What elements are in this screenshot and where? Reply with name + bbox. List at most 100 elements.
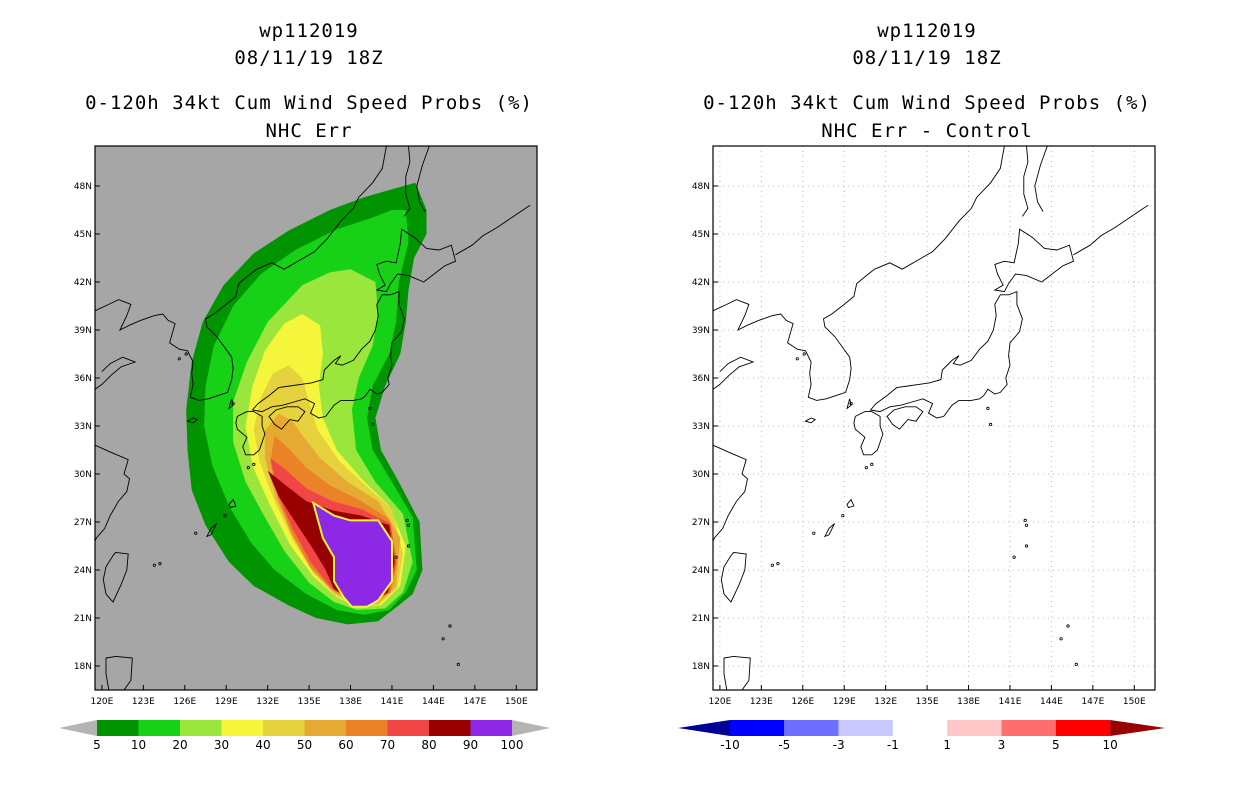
island-14 [448,624,452,628]
lon-label-3: 129E [833,697,856,707]
coastline-jeju [186,417,199,424]
colorbar-right-swatch-6 [1055,720,1111,736]
left-title: 0-120h 34kt Cum Wind Speed Probs (%) [85,92,533,114]
coastline-luzon [105,655,133,691]
colorbar-left-swatch-9 [470,720,512,736]
left-panel: wp112019 08/11/19 18Z 0-120h 34kt Cum Wi… [59,20,550,752]
colorbar-right-swatch-1 [784,720,839,736]
coastline-sakhalin [404,145,411,217]
island-19 [849,401,853,406]
colorbar-left-swatch-8 [429,720,471,736]
lat-label-9: 21N [74,614,92,624]
island-17 [368,406,372,410]
lon-label-3: 129E [215,697,238,707]
island-8 [394,555,398,559]
map-background [713,146,1155,690]
lat-label-6: 30N [692,470,710,480]
lon-label-0: 120E [708,697,731,707]
lat-label-8: 24N [692,566,710,576]
coastline-sakhalin_e [1034,145,1048,212]
coastline-hokkaido [993,228,1075,293]
lon-label-9: 147E [463,697,486,707]
island-18 [988,422,993,426]
island-7 [405,518,409,523]
lon-label-6: 138E [957,697,980,707]
island-12 [1074,662,1078,667]
island-16 [177,357,181,361]
coastline-shikoku [268,406,306,430]
colorbar-right-label-7: 10 [1102,738,1117,752]
left-subtitle: NHC Err [265,120,353,142]
left-storm-id: wp112019 [259,20,359,42]
colorbar-left-label-0: 5 [93,738,101,752]
coastline-sakhalin [1022,145,1029,217]
right-storm-id: wp112019 [877,20,977,42]
colorbar-right-label-0: -10 [720,738,740,752]
coastline-kuril [455,204,531,256]
island-17 [986,406,990,410]
colorbar-left-label-4: 40 [255,738,270,752]
lon-label-2: 126E [791,697,814,707]
lat-label-7: 27N [74,518,92,528]
lat-label-0: 48N [74,182,92,192]
colorbar-left-label-9: 90 [463,738,478,752]
right-map: 120E 123E 126E 129E 132E 135E 138E 141E 144E 147E… [678,145,1166,752]
right-title: 0-120h 34kt Cum Wind Speed Probs (%) [703,92,1151,114]
colorbar-left-label-1: 10 [131,738,146,752]
lon-label-1: 123E [750,697,773,707]
colorbar-right-swatch-4 [947,720,1002,736]
lon-label-8: 144E [422,697,445,707]
colorbar-left-label-8: 80 [421,738,436,752]
lat-label-8: 24N [74,566,92,576]
coastline-china_s [712,444,748,542]
island-19 [231,401,235,406]
colorbar-left: 5 10 20 30 40 50 60 70 80 90 100 [59,720,550,752]
island-5 [770,563,774,567]
lat-label-10: 18N [74,662,92,672]
island-7 [1023,518,1027,523]
colorbar-left-label-5: 50 [297,738,312,752]
colorbar-right-low-end [678,720,730,736]
map-frame [94,145,538,691]
colorbar-left-swatch-6 [346,720,388,736]
lat-label-1: 45N [692,230,710,240]
coastline-luzon [723,655,751,691]
lon-label-7: 141E [999,697,1022,707]
coastline-honshu [869,290,1023,419]
coastline-taiwan [720,551,747,603]
island-2 [841,513,845,518]
lat-label-5: 33N [74,422,92,432]
colorbar-left-label-2: 20 [172,738,187,752]
colorbar-left-swatch-4 [263,720,305,736]
island-8 [1012,555,1016,559]
colorbar-left-high-end [512,720,550,736]
coastline-mainland [94,145,387,401]
colorbar-right-high-end [1110,720,1166,736]
coastline-tsushima [846,398,852,410]
colorbar-left-label-7: 70 [380,738,395,752]
map-frame [712,145,1156,691]
island-3 [194,531,198,535]
lon-label-1: 123E [132,697,155,707]
island-1 [870,462,874,466]
island-10 [406,544,411,548]
lat-label-9: 21N [692,614,710,624]
island-18 [370,422,375,426]
island-0 [246,465,250,470]
coastline-korea_w [712,356,755,390]
island-14 [1066,624,1070,628]
coastline-honshu [251,290,405,419]
island-15 [802,352,806,356]
lon-label-4: 132E [256,697,279,707]
colorbar-left-label-6: 60 [338,738,353,752]
right-panel: wp112019 08/11/19 18Z 0-120h 34kt Cum Wi… [618,0,1236,800]
lon-label-9: 147E [1081,697,1104,707]
island-10 [1024,544,1029,548]
colorbar-left-label-3: 30 [214,738,229,752]
island-2 [223,513,227,518]
island-0 [864,465,868,470]
lat-label-2: 42N [692,278,710,288]
island-3 [812,531,816,535]
lon-label-4: 132E [874,697,897,707]
colorbar-right-swatch-3 [892,720,948,736]
